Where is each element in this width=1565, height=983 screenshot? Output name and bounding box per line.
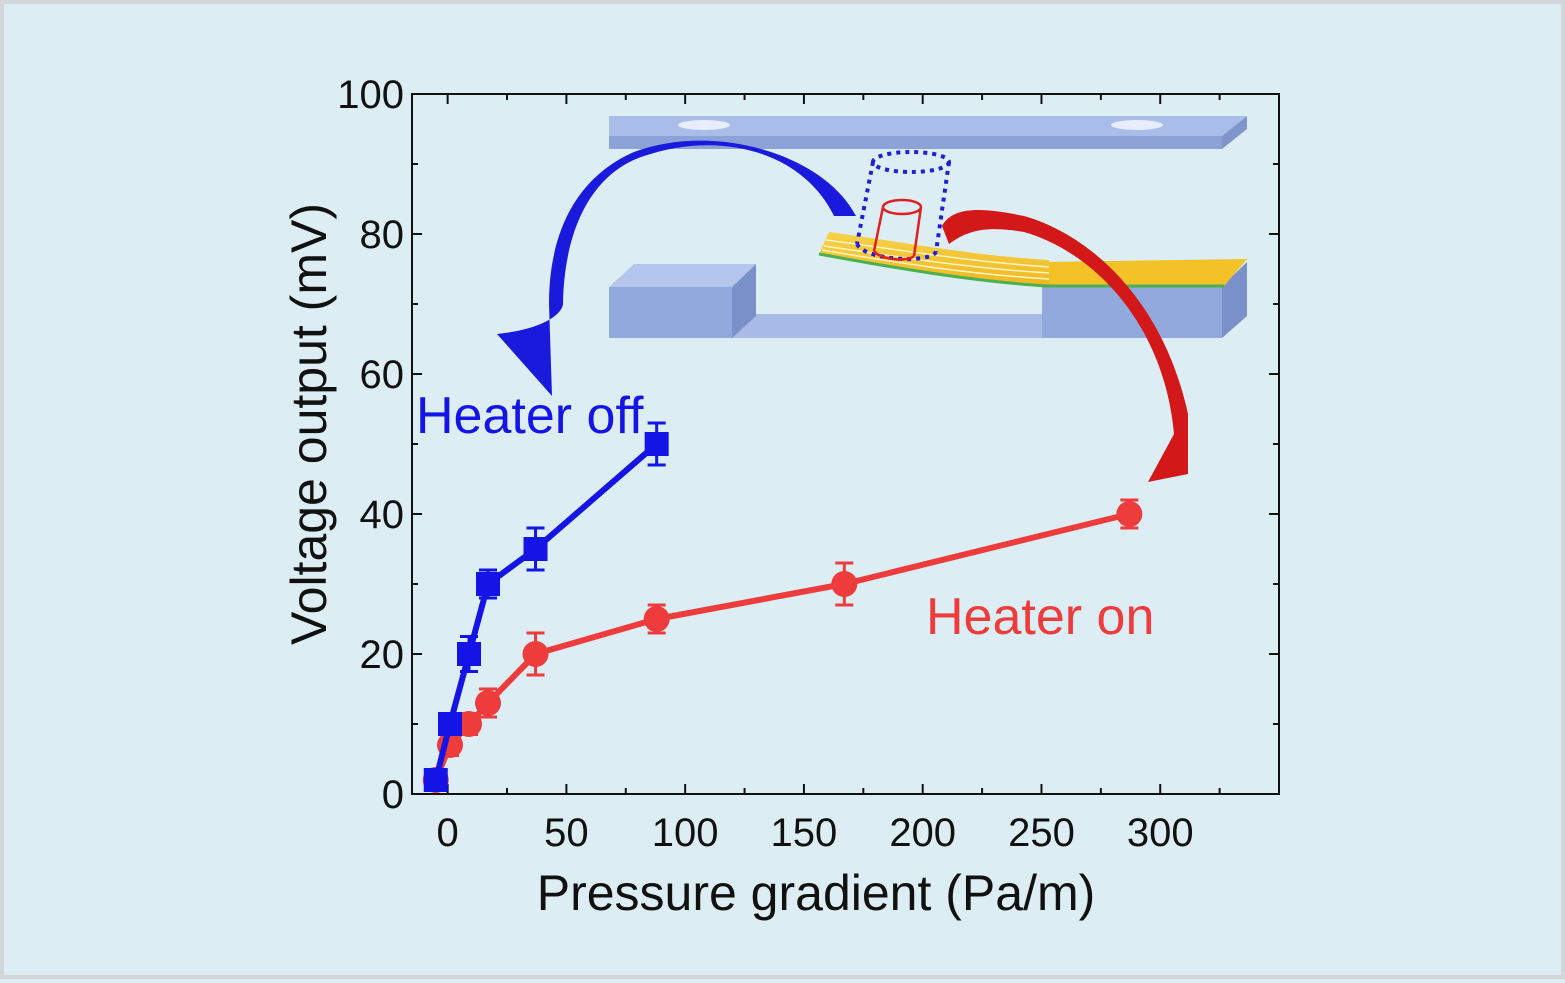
data-point-circle (643, 606, 670, 632)
data-point-square (423, 768, 448, 792)
series-label-heater-off: Heater off (416, 387, 644, 445)
x-axis-title: Pressure gradient (Pa/m) (537, 865, 1096, 921)
data-point-circle (522, 641, 549, 667)
x-tick-label: 100 (652, 811, 719, 855)
data-point-square (438, 712, 463, 736)
data-point-square (523, 537, 548, 561)
x-tick-label: 300 (1127, 811, 1194, 855)
y-tick-label: 0 (382, 773, 404, 817)
series-label-heater-on: Heater on (926, 588, 1154, 646)
data-point-square (476, 572, 501, 596)
x-tick-label: 200 (889, 811, 956, 855)
y-tick-label: 40 (360, 493, 405, 537)
data-point-circle (475, 690, 502, 716)
y-tick-label: 60 (360, 353, 405, 397)
y-axis-title: Voltage output (mV) (281, 203, 337, 645)
series-heater-off (423, 421, 669, 792)
x-tick-label: 250 (1008, 811, 1075, 855)
y-tick-label: 80 (360, 213, 405, 257)
data-point-circle (1116, 501, 1143, 527)
data-point-square (457, 642, 482, 666)
x-tick-label: 0 (437, 811, 459, 855)
axis-ticks: 0 20 40 60 80 100 0 50 100 150 200 250 300 (337, 73, 1279, 855)
x-tick-label: 50 (544, 811, 589, 855)
data-point-circle (831, 571, 858, 597)
y-tick-label: 20 (360, 633, 405, 677)
data-point-square (644, 432, 669, 456)
series-layer (422, 421, 1143, 793)
x-tick-label: 150 (771, 811, 838, 855)
y-tick-label: 100 (337, 73, 404, 117)
data-point-circle (456, 711, 483, 737)
device-illustration (497, 116, 1247, 482)
line-chart: 0 20 40 60 80 100 0 50 100 150 200 250 300 Pressure … (281, 73, 1280, 921)
